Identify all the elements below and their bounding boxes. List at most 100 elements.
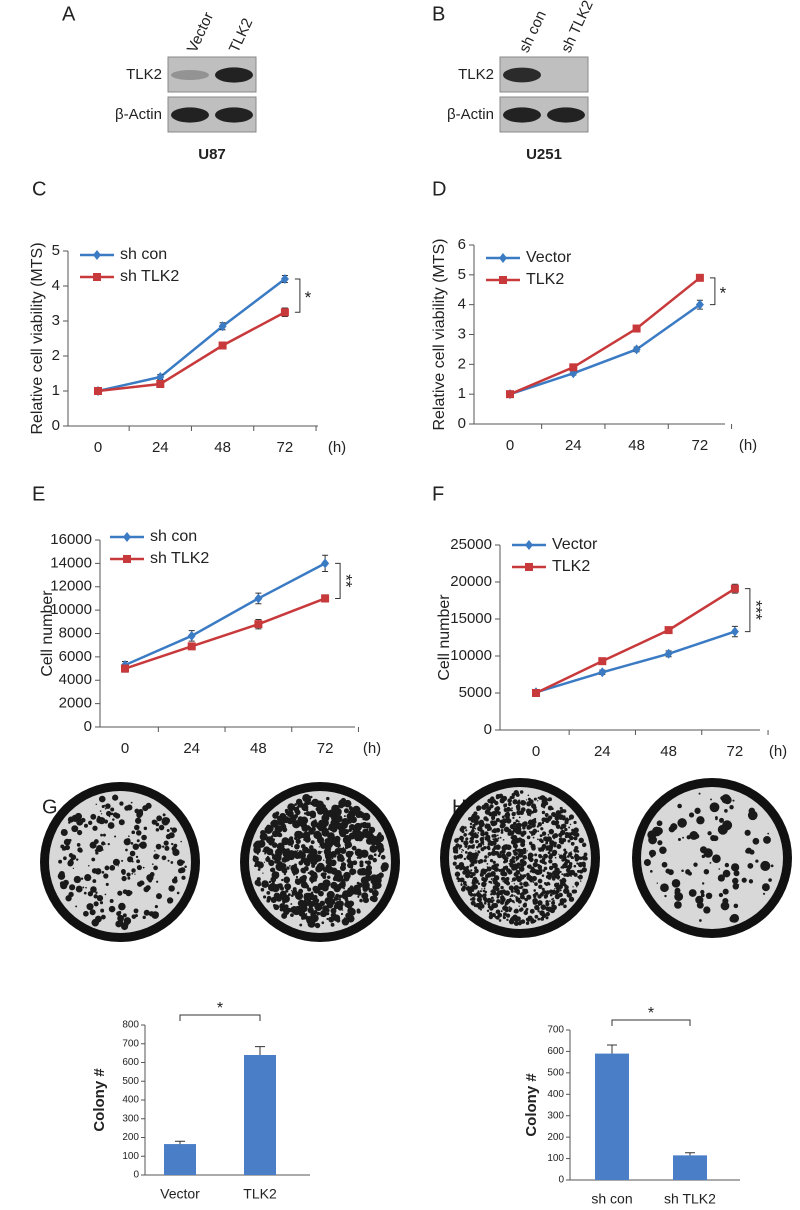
- colony: [477, 882, 481, 885]
- colony: [525, 821, 527, 824]
- colony: [648, 835, 657, 845]
- colony: [544, 801, 549, 806]
- colony: [491, 798, 495, 802]
- colony: [458, 847, 461, 850]
- panel-label: E: [32, 483, 45, 505]
- colony: [88, 864, 90, 867]
- colony: [487, 902, 491, 906]
- colony: [578, 875, 581, 878]
- colony: [502, 838, 505, 841]
- colony: [496, 838, 499, 841]
- colony: [381, 862, 386, 867]
- colony: [338, 799, 347, 808]
- colony: [493, 874, 495, 877]
- colony: [519, 879, 522, 881]
- colony: [541, 887, 545, 891]
- legend-marker: [499, 276, 507, 284]
- colony: [121, 922, 129, 931]
- colony: [319, 909, 328, 918]
- colony: [475, 903, 480, 908]
- colony: [142, 866, 145, 869]
- colony: [145, 885, 151, 891]
- lane-label: TLK2: [226, 16, 257, 56]
- y-tick-label: 0: [52, 417, 60, 434]
- colony: [504, 812, 511, 818]
- colony: [498, 901, 500, 904]
- legend-label: sh con: [150, 528, 197, 545]
- colony: [511, 877, 517, 882]
- colony: [343, 834, 352, 844]
- colony: [677, 818, 687, 828]
- colony: [552, 862, 558, 869]
- colony: [562, 852, 567, 857]
- colony: [530, 843, 536, 849]
- colony: [569, 823, 572, 826]
- colony: [560, 829, 566, 836]
- colony: [563, 864, 568, 869]
- colony: [482, 870, 487, 875]
- colony: [718, 892, 724, 898]
- x-tick-label: 72: [317, 740, 334, 757]
- colony: [475, 850, 477, 852]
- colony: [481, 804, 487, 810]
- colony: [359, 867, 368, 876]
- colony: [349, 868, 356, 875]
- colony: [353, 869, 355, 872]
- colony: [303, 812, 307, 815]
- colony: [471, 855, 476, 861]
- marker: [664, 626, 673, 635]
- colony: [465, 884, 468, 887]
- marker: [156, 372, 165, 382]
- colony: [553, 844, 557, 848]
- y-axis-label: Cell number: [436, 594, 453, 681]
- colony: [122, 913, 127, 918]
- colony: [109, 899, 114, 903]
- colony: [170, 861, 174, 864]
- colony: [378, 852, 382, 855]
- bar: [164, 1144, 196, 1175]
- colony: [284, 884, 289, 889]
- panel-label: B: [432, 3, 445, 25]
- colony: [172, 848, 180, 857]
- colony: [489, 859, 494, 863]
- colony: [513, 921, 519, 926]
- colony: [566, 817, 569, 820]
- colony: [490, 882, 493, 884]
- colony: [515, 875, 521, 881]
- colony: [507, 828, 512, 833]
- colony: [522, 855, 527, 860]
- colony: [541, 874, 545, 877]
- colony: [682, 836, 684, 839]
- colony: [256, 852, 259, 855]
- colony: [473, 866, 478, 870]
- lane-label: sh con: [516, 8, 550, 55]
- colony: [326, 908, 330, 913]
- colony: [511, 807, 513, 810]
- colony: [83, 910, 89, 917]
- colony: [487, 812, 491, 816]
- colony: [534, 817, 537, 821]
- colony: [61, 829, 65, 833]
- colony: [495, 884, 498, 887]
- colony: [101, 804, 105, 809]
- colony: [529, 825, 533, 829]
- colony: [504, 877, 509, 881]
- colony: [570, 875, 572, 877]
- colony: [180, 840, 182, 843]
- colony: [471, 880, 476, 886]
- colony: [459, 835, 464, 841]
- colony: [463, 880, 467, 885]
- colony: [547, 882, 551, 886]
- colony: [497, 837, 500, 840]
- colony: [545, 839, 549, 843]
- colony: [286, 866, 290, 870]
- colony: [95, 851, 99, 855]
- colony: [161, 855, 167, 861]
- colony: [454, 871, 461, 877]
- colony: [534, 892, 537, 895]
- colony: [288, 865, 291, 867]
- colony: [476, 892, 482, 898]
- colony: [548, 854, 553, 860]
- blot-band: [503, 107, 541, 123]
- colony: [146, 874, 154, 882]
